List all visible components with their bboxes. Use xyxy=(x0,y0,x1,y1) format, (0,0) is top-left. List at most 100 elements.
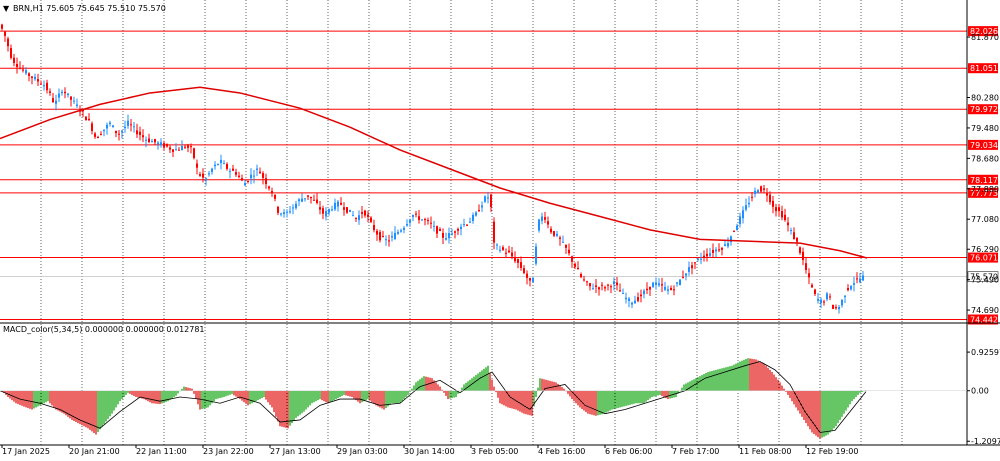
macd-bar xyxy=(813,390,815,435)
macd-bar xyxy=(119,390,121,402)
macd-bar xyxy=(213,390,215,402)
candle xyxy=(19,61,21,70)
macd-bar xyxy=(267,390,269,403)
time-tick-label: 3 Feb 05:00 xyxy=(471,447,518,456)
candle xyxy=(286,209,288,218)
macd-bar xyxy=(719,368,721,391)
candle xyxy=(817,292,819,304)
candle-body xyxy=(274,194,276,199)
candle xyxy=(211,167,213,175)
macd-bar xyxy=(779,382,781,391)
candle-body xyxy=(241,178,243,181)
macd-bar xyxy=(75,390,77,423)
candle xyxy=(787,217,789,232)
candle-body xyxy=(1,24,3,29)
macd-bar xyxy=(223,390,225,397)
macd-bar xyxy=(667,390,669,400)
level-price-label: 78.117 xyxy=(970,176,998,185)
candle xyxy=(163,140,165,151)
macd-bar xyxy=(347,390,349,396)
macd-bar xyxy=(333,390,335,401)
candle xyxy=(262,171,264,185)
candle-body xyxy=(457,228,459,231)
macd-bar xyxy=(163,390,165,403)
menu-dropdown-icon[interactable]: ▼ xyxy=(3,4,10,13)
macd-bar xyxy=(225,390,227,397)
candle xyxy=(70,96,72,107)
macd-bar xyxy=(89,390,91,430)
macd-bar xyxy=(273,390,275,413)
candles xyxy=(1,23,864,314)
macd-bar xyxy=(515,390,517,410)
macd-bar xyxy=(861,390,863,392)
candle-body xyxy=(22,69,24,71)
macd-bar xyxy=(665,390,667,399)
candle xyxy=(139,126,141,141)
candle-body xyxy=(631,302,633,305)
candle-body xyxy=(82,109,84,112)
candle-body xyxy=(424,219,426,221)
candle xyxy=(454,230,456,239)
time-tick-label: 29 Jan 03:00 xyxy=(337,447,388,456)
candle-body xyxy=(499,249,501,251)
macd-bar xyxy=(633,390,635,404)
candle-body xyxy=(256,168,258,170)
candle xyxy=(745,198,747,212)
candle xyxy=(181,140,183,151)
macd-bar xyxy=(357,390,359,402)
candle xyxy=(829,293,831,301)
macd-bar xyxy=(123,390,125,397)
macd-bar xyxy=(631,390,633,405)
candle-body xyxy=(664,286,666,290)
candle-body xyxy=(832,304,834,309)
macd-bar xyxy=(393,390,395,404)
macd-bar xyxy=(313,390,315,403)
macd-bar xyxy=(655,390,657,396)
candle xyxy=(385,235,387,246)
candle xyxy=(457,227,459,236)
candle xyxy=(289,205,291,214)
macd-bar xyxy=(83,390,85,427)
macd-bar xyxy=(689,381,691,391)
candle-body xyxy=(454,231,456,233)
candle xyxy=(451,228,453,236)
candle xyxy=(388,234,390,247)
macd-bar xyxy=(231,390,233,395)
candle-body xyxy=(769,194,771,203)
candle xyxy=(424,217,426,226)
macd-bar xyxy=(235,390,237,397)
macd-bar xyxy=(499,390,501,404)
current-price-label: 75.570 xyxy=(970,273,998,282)
candle xyxy=(742,206,744,224)
candle-body xyxy=(199,174,201,176)
macd-bar xyxy=(211,390,213,404)
macd-bar xyxy=(851,390,853,402)
candle-body xyxy=(334,202,336,210)
macd-bar xyxy=(749,358,751,391)
candle-body xyxy=(217,163,219,165)
macd-signal-line xyxy=(0,361,867,433)
macd-bar xyxy=(423,376,425,391)
macd-bar xyxy=(823,390,825,437)
candle xyxy=(340,197,342,206)
time-tick-label: 4 Feb 16:00 xyxy=(538,447,585,456)
candle-body xyxy=(298,199,300,202)
macd-bar xyxy=(375,390,377,406)
macd-bar xyxy=(517,390,519,411)
candle-body xyxy=(607,284,609,286)
candle xyxy=(130,118,132,132)
candle xyxy=(319,201,321,215)
macd-bar xyxy=(645,390,647,402)
macd-bar xyxy=(161,390,163,404)
macd-bar xyxy=(367,390,369,400)
candle-body xyxy=(529,277,531,281)
macd-bar xyxy=(265,390,267,400)
macd-bar xyxy=(429,377,431,391)
candle xyxy=(862,270,864,282)
candle-body xyxy=(286,211,288,213)
candle xyxy=(718,243,720,253)
candle-body xyxy=(253,175,255,177)
candle-body xyxy=(373,225,375,231)
